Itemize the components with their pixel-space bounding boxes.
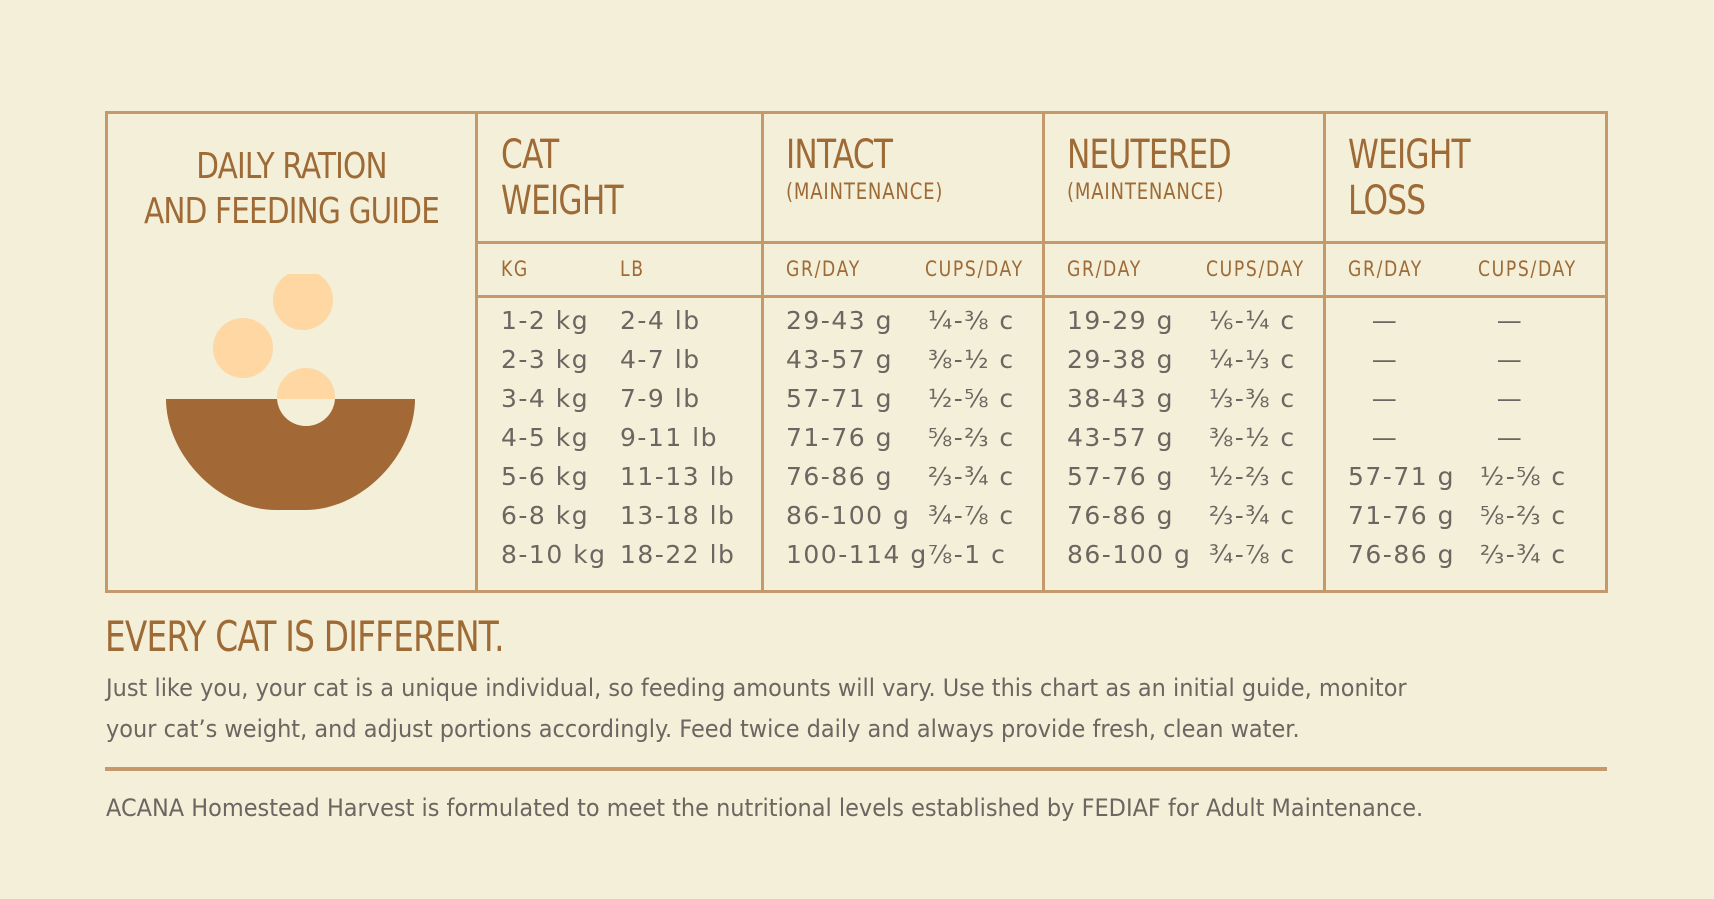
unit-label-neutered-grams: GR/DAY bbox=[1067, 257, 1142, 281]
cell-loss-cups: ⅔-¾ c bbox=[1480, 540, 1567, 569]
cell-neutered-cups: ¼-⅓ c bbox=[1209, 345, 1296, 374]
cell-weight-kg: 4-5 kg bbox=[501, 423, 590, 452]
column-title-line: LOSS bbox=[1348, 178, 1426, 224]
cell-loss-cups: — bbox=[1496, 306, 1524, 335]
cell-neutered-grams: 38-43 g bbox=[1067, 384, 1174, 413]
cell-loss-cups: — bbox=[1496, 423, 1524, 452]
cell-weight-lb: 9-11 lb bbox=[620, 423, 718, 452]
cell-intact-grams: 43-57 g bbox=[786, 345, 893, 374]
kibble-piece-in-bowl bbox=[277, 399, 335, 426]
cell-weight-kg: 2-3 kg bbox=[501, 345, 590, 374]
header-divider bbox=[475, 241, 1605, 244]
guide-title-line: AND FEEDING GUIDE bbox=[143, 191, 440, 232]
column-title-weight-loss: WEIGHT LOSS bbox=[1348, 132, 1471, 224]
unit-label-loss-cups: CUPS/DAY bbox=[1478, 257, 1577, 281]
body-paragraph: Just like you, your cat is a unique indi… bbox=[106, 668, 1518, 750]
cell-weight-lb: 4-7 lb bbox=[620, 345, 701, 374]
cell-loss-cups: ⅝-⅔ c bbox=[1480, 501, 1567, 530]
cell-intact-cups: ¼-⅜ c bbox=[928, 306, 1015, 335]
guide-title: DAILY RATION AND FEEDING GUIDE bbox=[141, 144, 442, 234]
food-bowl-with-kibble-icon bbox=[166, 274, 415, 510]
column-subtitle-intact: (MAINTENANCE) bbox=[786, 180, 944, 205]
cell-neutered-grams: 76-86 g bbox=[1067, 501, 1174, 530]
cell-weight-lb: 7-9 lb bbox=[620, 384, 701, 413]
cell-neutered-grams: 86-100 g bbox=[1067, 540, 1192, 569]
cell-weight-lb: 18-22 lb bbox=[620, 540, 736, 569]
kibble-piece bbox=[213, 318, 273, 378]
column-divider bbox=[761, 114, 764, 590]
guide-title-line: DAILY RATION bbox=[196, 146, 387, 187]
column-title-line: CAT bbox=[501, 132, 559, 178]
cell-weight-kg: 1-2 kg bbox=[501, 306, 590, 335]
headline: EVERY CAT IS DIFFERENT. bbox=[105, 612, 505, 661]
cell-weight-lb: 13-18 lb bbox=[620, 501, 736, 530]
cell-weight-kg: 8-10 kg bbox=[501, 540, 607, 569]
cell-intact-cups: ⅝-⅔ c bbox=[928, 423, 1015, 452]
cell-loss-grams: — bbox=[1371, 306, 1399, 335]
units-divider bbox=[475, 295, 1605, 298]
column-divider bbox=[475, 114, 478, 590]
cell-weight-lb: 2-4 lb bbox=[620, 306, 701, 335]
cell-loss-grams: 76-86 g bbox=[1348, 540, 1455, 569]
cell-intact-cups: ⅜-½ c bbox=[928, 345, 1015, 374]
cell-loss-cups: ½-⅝ c bbox=[1480, 462, 1567, 491]
unit-label-kg: KG bbox=[501, 257, 529, 281]
bowl bbox=[166, 399, 415, 510]
column-title-intact: INTACT bbox=[786, 132, 893, 178]
cell-weight-lb: 11-13 lb bbox=[620, 462, 736, 491]
feeding-guide-table: DAILY RATION AND FEEDING GUIDE CAT WEIGH… bbox=[105, 111, 1608, 593]
cell-intact-cups: ¾-⅞ c bbox=[928, 501, 1015, 530]
cell-intact-grams: 57-71 g bbox=[786, 384, 893, 413]
cell-intact-grams: 100-114 g bbox=[786, 540, 928, 569]
unit-label-neutered-cups: CUPS/DAY bbox=[1206, 257, 1305, 281]
cell-weight-kg: 5-6 kg bbox=[501, 462, 590, 491]
cell-intact-grams: 76-86 g bbox=[786, 462, 893, 491]
cell-intact-cups: ½-⅝ c bbox=[928, 384, 1015, 413]
body-line: Just like you, your cat is a unique indi… bbox=[106, 674, 1407, 702]
column-title-line: WEIGHT bbox=[1348, 132, 1471, 178]
cell-weight-kg: 6-8 kg bbox=[501, 501, 590, 530]
cell-intact-grams: 86-100 g bbox=[786, 501, 911, 530]
column-title-cat-weight: CAT WEIGHT bbox=[501, 132, 624, 224]
column-title-line: WEIGHT bbox=[501, 178, 624, 224]
cell-neutered-cups: ⅓-⅜ c bbox=[1209, 384, 1296, 413]
unit-label-lb: LB bbox=[620, 257, 645, 281]
cell-neutered-grams: 43-57 g bbox=[1067, 423, 1174, 452]
cell-neutered-cups: ½-⅔ c bbox=[1209, 462, 1296, 491]
cell-intact-grams: 71-76 g bbox=[786, 423, 893, 452]
cell-intact-cups: ⅞-1 c bbox=[928, 540, 1007, 569]
column-divider bbox=[1042, 114, 1045, 590]
cell-intact-grams: 29-43 g bbox=[786, 306, 893, 335]
footer-note: ACANA Homestead Harvest is formulated to… bbox=[106, 794, 1424, 822]
cell-neutered-cups: ¾-⅞ c bbox=[1209, 540, 1296, 569]
cell-loss-grams: — bbox=[1371, 384, 1399, 413]
cell-loss-cups: — bbox=[1496, 345, 1524, 374]
column-title-neutered: NEUTERED bbox=[1067, 132, 1232, 178]
cell-neutered-grams: 57-76 g bbox=[1067, 462, 1174, 491]
divider-rule bbox=[105, 767, 1607, 771]
cell-neutered-cups: ⅙-¼ c bbox=[1209, 306, 1296, 335]
unit-label-loss-grams: GR/DAY bbox=[1348, 257, 1423, 281]
cell-loss-grams: 71-76 g bbox=[1348, 501, 1455, 530]
cell-neutered-cups: ⅜-½ c bbox=[1209, 423, 1296, 452]
cell-loss-grams: — bbox=[1371, 423, 1399, 452]
cell-loss-cups: — bbox=[1496, 384, 1524, 413]
cell-loss-grams: — bbox=[1371, 345, 1399, 374]
unit-label-intact-grams: GR/DAY bbox=[786, 257, 861, 281]
cell-loss-grams: 57-71 g bbox=[1348, 462, 1455, 491]
column-divider bbox=[1323, 114, 1326, 590]
unit-label-intact-cups: CUPS/DAY bbox=[925, 257, 1024, 281]
cell-neutered-grams: 29-38 g bbox=[1067, 345, 1174, 374]
cell-neutered-cups: ⅔-¾ c bbox=[1209, 501, 1296, 530]
cell-neutered-grams: 19-29 g bbox=[1067, 306, 1174, 335]
cell-weight-kg: 3-4 kg bbox=[501, 384, 590, 413]
body-line: your cat’s weight, and adjust portions a… bbox=[106, 715, 1300, 743]
column-subtitle-neutered: (MAINTENANCE) bbox=[1067, 180, 1225, 205]
cell-intact-cups: ⅔-¾ c bbox=[928, 462, 1015, 491]
kibble-piece bbox=[273, 274, 333, 330]
